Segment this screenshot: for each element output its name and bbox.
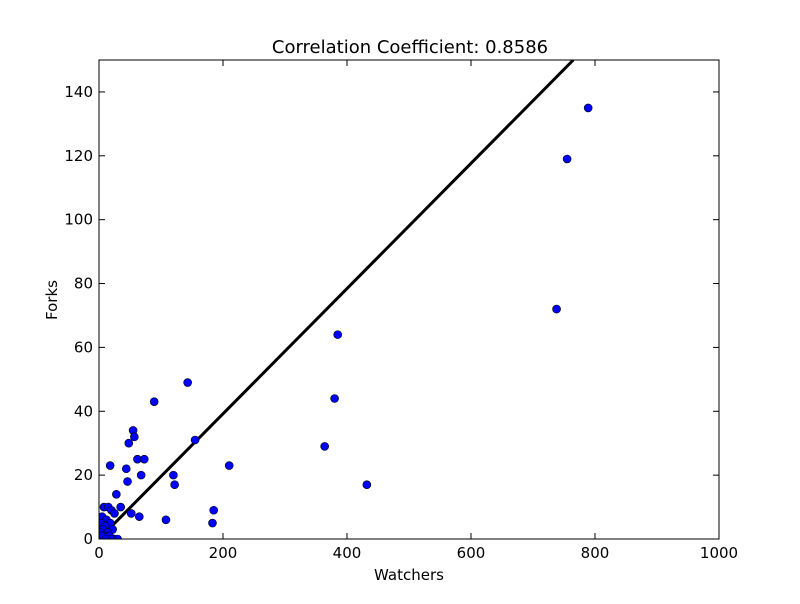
x-tick-label: 400	[333, 544, 362, 562]
data-point	[130, 432, 139, 442]
data-point	[224, 461, 234, 470]
y-tick-label: 120	[64, 147, 93, 165]
x-axis-label: Watchers	[374, 566, 444, 584]
y-tick-label: 100	[64, 211, 93, 229]
y-tick-label: 0	[83, 530, 93, 548]
data-point	[139, 454, 149, 464]
x-tick-label: 200	[209, 544, 238, 562]
regression-line	[99, 60, 575, 539]
data-point	[126, 509, 136, 518]
data-point	[121, 464, 131, 474]
data-point	[101, 534, 111, 539]
data-point	[110, 509, 119, 518]
data-point	[124, 438, 134, 448]
plot-content	[99, 60, 593, 539]
data-point	[330, 394, 339, 403]
y-axis-label: Forks	[43, 280, 61, 320]
data-point	[320, 442, 329, 451]
y-tick-label: 20	[74, 466, 93, 484]
data-point	[209, 505, 218, 515]
data-point	[123, 477, 132, 486]
data-point	[362, 480, 372, 490]
data-point	[149, 397, 159, 406]
plot-area: 0 200 400 600 800 1000 0 20 40 60 80 100 120 140	[64, 59, 738, 562]
x-tick-label: 800	[581, 544, 610, 562]
data-point	[183, 378, 192, 387]
data-point	[113, 534, 122, 539]
data-point	[583, 103, 593, 113]
data-point	[116, 502, 125, 512]
data-point	[112, 489, 121, 499]
data-point	[136, 470, 146, 480]
x-tick-label: 1000	[700, 544, 738, 562]
y-tick-label: 60	[74, 338, 93, 356]
data-point	[161, 515, 171, 525]
x-tick-label: 0	[94, 544, 104, 562]
data-point	[135, 512, 144, 521]
y-tick-label: 40	[74, 402, 93, 420]
chart-title: Correlation Coefficient: 0.8586	[272, 37, 548, 58]
plot-frame	[98, 59, 720, 540]
data-point	[333, 330, 343, 339]
x-tick-label: 600	[457, 544, 486, 562]
data-point	[170, 480, 179, 490]
y-tick-label: 80	[74, 275, 93, 293]
data-point	[105, 461, 115, 470]
data-point	[208, 518, 217, 528]
data-point	[562, 154, 572, 164]
data-point	[190, 435, 200, 445]
data-point	[169, 470, 178, 480]
y-tick-label: 140	[64, 83, 93, 101]
data-point	[552, 304, 561, 314]
